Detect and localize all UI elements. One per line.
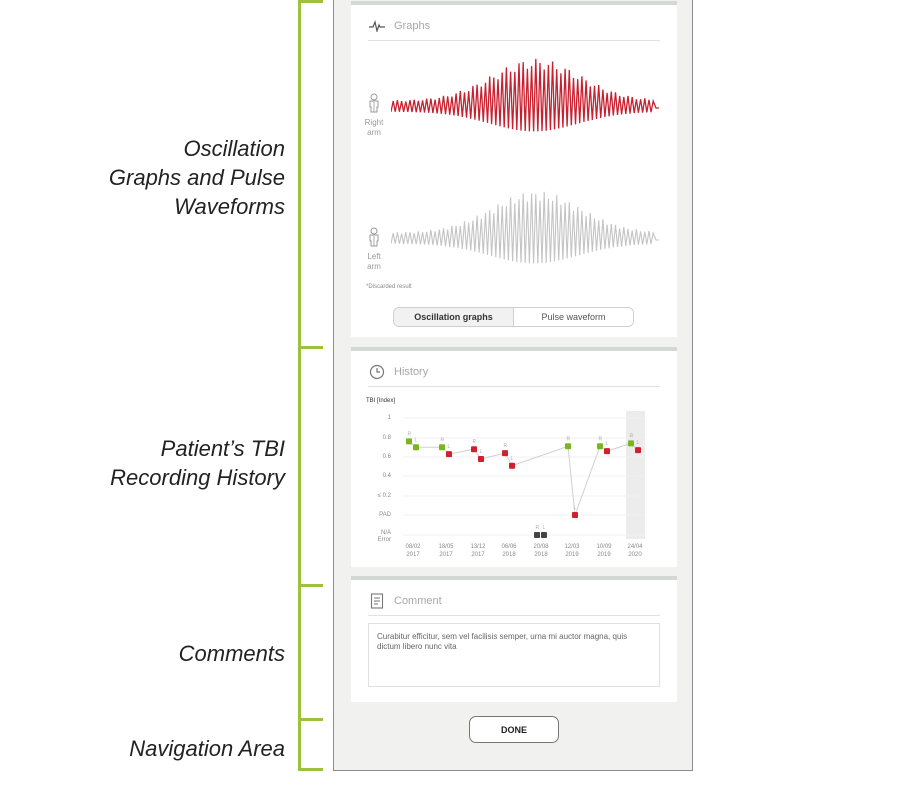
left-arm-label: arm bbox=[367, 262, 381, 271]
data-point-side-label: L bbox=[574, 505, 577, 511]
right-arm-label: Right bbox=[364, 118, 384, 127]
data-point-r[interactable] bbox=[439, 444, 445, 451]
tab-pulse-waveform[interactable]: Pulse waveform bbox=[514, 308, 633, 326]
y-tick-label: N/A Error bbox=[377, 530, 391, 543]
data-point-side-label: R bbox=[630, 433, 634, 439]
graphs-card: Graphs Right arm Left arm *Discarded res… bbox=[351, 1, 677, 337]
document-icon bbox=[368, 592, 386, 610]
annotation-line: Oscillation bbox=[183, 136, 285, 161]
data-point-r[interactable] bbox=[406, 438, 412, 445]
pulse-waveform-icon bbox=[368, 17, 386, 35]
data-point-side-label: R bbox=[408, 431, 412, 437]
done-button[interactable]: DONE bbox=[469, 716, 559, 743]
y-tick-label: 0.4 bbox=[382, 473, 391, 479]
person-icon bbox=[369, 227, 379, 247]
data-point-r[interactable] bbox=[502, 450, 508, 457]
device-screen: Graphs Right arm Left arm *Discarded res… bbox=[333, 0, 693, 771]
annotation-tbi-history: Patient’s TBI Recording History bbox=[110, 434, 285, 492]
person-icon bbox=[369, 93, 379, 113]
data-point-l[interactable] bbox=[446, 451, 452, 458]
selected-column-highlight bbox=[626, 411, 645, 539]
data-point-r[interactable] bbox=[628, 440, 634, 447]
annotation-line: Graphs and Pulse bbox=[108, 165, 285, 190]
trend-line bbox=[408, 441, 639, 516]
annotation-navigation-area: Navigation Area bbox=[129, 734, 285, 763]
data-point-side-label: R bbox=[599, 436, 603, 442]
discarded-result-note: *Discarded result bbox=[366, 284, 412, 290]
x-tick-label: 06/06 2018 bbox=[501, 544, 517, 558]
y-tick-label: 0.8 bbox=[382, 435, 391, 441]
chart-y-axis-title: TBI [Index] bbox=[366, 398, 396, 404]
x-tick-label: 08/02 2017 bbox=[405, 544, 421, 558]
graphs-header: Graphs bbox=[368, 11, 660, 41]
history-card: History TBI [Index] R L R L R L R L R L R L R L R L 1 0.8… bbox=[351, 347, 677, 567]
data-point-r[interactable] bbox=[534, 532, 540, 538]
annotation-line: Comments bbox=[178, 641, 285, 666]
data-point-side-label: L bbox=[511, 456, 514, 462]
x-tick-label: 20/08 2018 bbox=[533, 544, 549, 558]
history-header: History bbox=[368, 357, 660, 387]
right-arm-oscillation-graph bbox=[391, 58, 659, 132]
x-tick-label: 24/04 2020 bbox=[627, 544, 643, 558]
y-tick-label: 0.6 bbox=[382, 454, 391, 460]
annotation-line: Navigation Area bbox=[129, 736, 285, 761]
annotation-line: Waveforms bbox=[174, 194, 285, 219]
x-tick-label: 12/03 2019 bbox=[564, 544, 580, 558]
data-point-l[interactable] bbox=[572, 512, 578, 518]
data-point-l[interactable] bbox=[478, 455, 484, 462]
left-arm-label: Left bbox=[367, 252, 381, 261]
annotation-comments: Comments bbox=[179, 639, 285, 668]
data-point-side-label: R bbox=[441, 437, 445, 443]
data-point-side-label: R bbox=[567, 436, 571, 442]
annotation-bracket-line bbox=[298, 0, 301, 771]
y-tick-label: PAD bbox=[379, 512, 391, 518]
right-arm-label: arm bbox=[367, 128, 381, 137]
data-point-l[interactable] bbox=[541, 532, 547, 538]
comment-title: Comment bbox=[394, 594, 442, 607]
data-point-side-label: L bbox=[415, 437, 418, 443]
annotation-bracket-tick bbox=[298, 768, 323, 771]
data-point-side-label: L bbox=[448, 444, 451, 450]
data-point-l[interactable] bbox=[604, 448, 610, 455]
history-title: History bbox=[394, 365, 429, 378]
comment-header: Comment bbox=[368, 586, 660, 616]
data-point-side-label: R bbox=[536, 525, 540, 531]
annotation-bracket-tick bbox=[298, 584, 323, 587]
data-point-side-label: L bbox=[637, 440, 640, 446]
data-point-side-label: L bbox=[543, 525, 546, 531]
comment-textarea[interactable]: Curabitur efficitur, sem vel facilisis s… bbox=[368, 623, 660, 687]
clock-icon bbox=[368, 363, 386, 381]
annotation-oscillation-graphs: Oscillation Graphs and Pulse Waveforms bbox=[109, 134, 285, 221]
data-point-side-label: R bbox=[504, 443, 508, 449]
left-arm-oscillation-graph bbox=[391, 191, 659, 264]
x-tick-label: 10/09 2019 bbox=[596, 544, 612, 558]
graph-type-segmented-control: Oscillation graphs Pulse waveform bbox=[393, 307, 634, 327]
y-tick-label: 1 bbox=[387, 415, 391, 421]
data-point-r[interactable] bbox=[565, 443, 571, 450]
data-point-r[interactable] bbox=[471, 446, 477, 453]
x-tick-label: 18/05 2017 bbox=[438, 544, 454, 558]
annotation-line: Recording History bbox=[110, 465, 285, 490]
annotation-bracket-tick bbox=[298, 346, 323, 349]
left-arm-indicator: Left arm bbox=[361, 227, 387, 272]
data-point-l[interactable] bbox=[413, 444, 419, 451]
graphs-title: Graphs bbox=[394, 19, 431, 32]
data-point-side-label: L bbox=[480, 449, 483, 455]
right-arm-indicator: Right arm bbox=[361, 93, 387, 138]
annotation-line: Patient’s TBI bbox=[160, 436, 285, 461]
x-tick-label: 13/12 2017 bbox=[470, 544, 486, 558]
data-point-l[interactable] bbox=[509, 462, 515, 469]
data-point-side-label: L bbox=[606, 441, 609, 447]
data-point-r[interactable] bbox=[597, 443, 603, 450]
annotation-bracket-tick bbox=[298, 718, 323, 721]
data-point-side-label: R bbox=[473, 439, 477, 445]
tab-oscillation-graphs[interactable]: Oscillation graphs bbox=[394, 308, 514, 326]
annotation-bracket-tick bbox=[298, 0, 323, 3]
y-tick-label: ≤ 0.2 bbox=[377, 493, 391, 499]
data-point-l[interactable] bbox=[635, 447, 641, 454]
comment-card: Comment Curabitur efficitur, sem vel fac… bbox=[351, 576, 677, 702]
